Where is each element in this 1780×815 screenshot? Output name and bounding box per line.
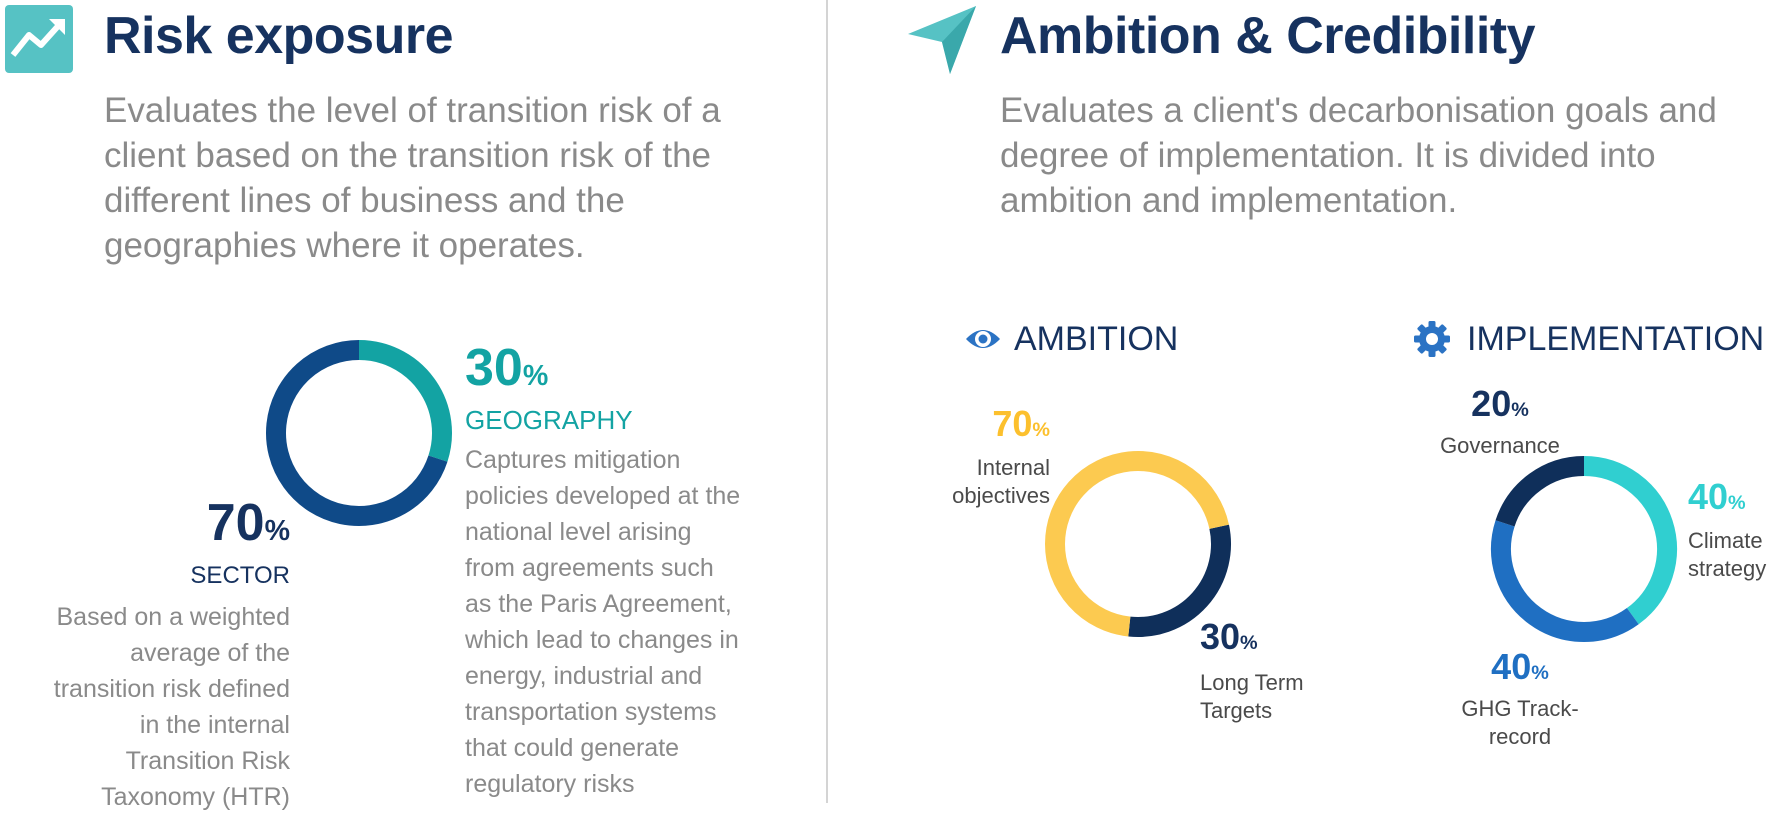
- internal-objectives-label: Internal objectives: [952, 455, 1050, 508]
- section-divider: [826, 0, 828, 803]
- ghg-percentage: 40%: [1491, 646, 1549, 687]
- risk-title: Risk exposure: [104, 7, 454, 65]
- governance-label: Governance: [1440, 433, 1560, 458]
- ambition-credibility-description: Evaluates a client's decarbonisation goa…: [1000, 91, 1717, 220]
- implementation-slice-climate-strategy: [1583, 456, 1677, 625]
- long-term-targets-percentage: 30%: [1200, 616, 1258, 657]
- eye-icon: [964, 322, 1002, 356]
- ambition-slice-long-term-targets: [1128, 524, 1231, 637]
- risk-description: Evaluates the level of transition risk o…: [104, 91, 721, 265]
- ambition-title: AMBITION: [1014, 320, 1179, 358]
- ambition-donut-svg: [1045, 451, 1231, 637]
- risk-slice-sector: [266, 340, 448, 526]
- implementation-title: IMPLEMENTATION: [1467, 320, 1765, 358]
- climate-strategy-block: 40% Climate strategy: [1688, 477, 1778, 583]
- sector-percentage: 70%: [206, 494, 290, 552]
- ambition-credibility-title: Ambition & Credibility: [1000, 7, 1536, 65]
- ambition-donut: [1043, 449, 1233, 644]
- governance-block: 20% Governance: [1420, 384, 1580, 460]
- risk-donut: [264, 338, 454, 533]
- trend-up-icon: [5, 5, 73, 73]
- ghg-track-record-block: 40% GHG Track-record: [1440, 647, 1600, 751]
- implementation-slice-ghg-track-record: [1491, 520, 1639, 642]
- gear-icon: [1413, 320, 1451, 358]
- climate-strategy-label: Climate strategy: [1688, 528, 1767, 581]
- climate-strategy-percentage: 40%: [1688, 476, 1746, 517]
- internal-objectives-block: 70% Internal objectives: [930, 404, 1050, 510]
- sector-text: Based on a weighted average of the trans…: [53, 603, 290, 811]
- risk-slice-geography: [358, 340, 452, 462]
- ambition-slice-internal-objectives: [1045, 451, 1229, 637]
- ghg-label: GHG Track-record: [1461, 696, 1579, 749]
- geography-block: 30% GEOGRAPHY Captures mitigation polici…: [465, 340, 755, 802]
- geography-text: Captures mitigation policies developed a…: [465, 446, 741, 798]
- sector-block: 70% SECTOR Based on a weighted average o…: [30, 495, 290, 815]
- risk-donut-svg: [266, 340, 452, 526]
- geography-percentage: 30%: [465, 339, 549, 397]
- sector-label: SECTOR: [190, 562, 290, 589]
- implementation-slice-governance: [1495, 456, 1585, 527]
- implementation-donut-svg: [1491, 456, 1677, 642]
- implementation-donut: [1489, 454, 1679, 649]
- long-term-targets-block: 30% Long Term Targets: [1200, 617, 1340, 725]
- geography-label: GEOGRAPHY: [465, 405, 633, 435]
- paper-plane-icon: [906, 4, 978, 76]
- internal-objectives-percentage: 70%: [992, 403, 1050, 444]
- long-term-targets-label: Long Term Targets: [1200, 670, 1304, 723]
- governance-percentage: 20%: [1471, 383, 1529, 424]
